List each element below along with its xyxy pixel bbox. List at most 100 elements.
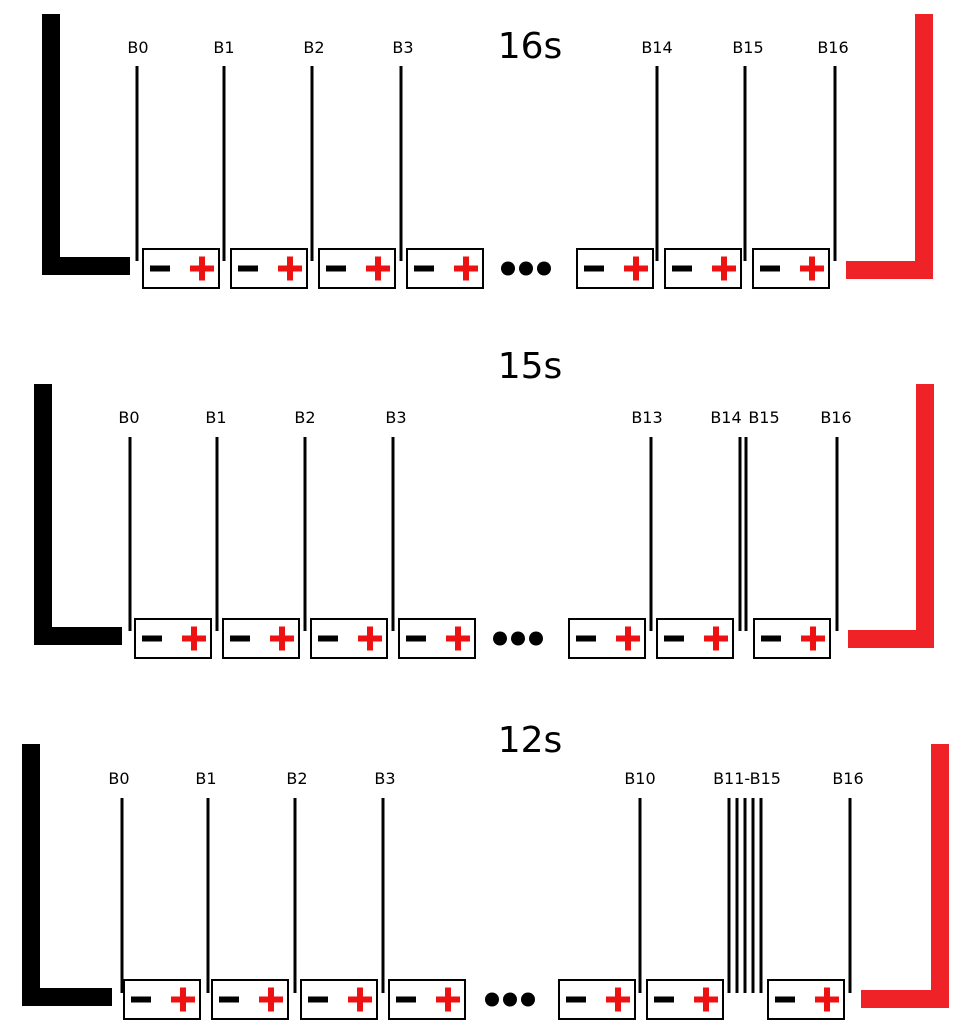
minus-icon bbox=[396, 996, 416, 1003]
plus-icon bbox=[180, 987, 186, 1012]
tap-label: B16 bbox=[817, 38, 848, 57]
tap-label: B0 bbox=[127, 38, 148, 57]
tap-label: B3 bbox=[392, 38, 413, 57]
tap-label: B0 bbox=[118, 408, 139, 427]
battery-cell bbox=[752, 248, 830, 289]
tap-label: B3 bbox=[374, 769, 395, 788]
ellipsis-dot bbox=[503, 992, 517, 1007]
tap-label: B14 bbox=[641, 38, 672, 57]
battery-cell bbox=[300, 979, 378, 1020]
minus-icon bbox=[672, 265, 692, 272]
diagram-12s: 12s B0 B1 B2 B3 B10 B11-B15 B16 bbox=[22, 720, 949, 1020]
minus-icon bbox=[326, 265, 346, 272]
positive-lead bbox=[861, 744, 949, 1008]
minus-icon bbox=[761, 635, 781, 642]
tap-label: B15 bbox=[732, 38, 763, 57]
plus-icon bbox=[721, 256, 727, 281]
minus-icon bbox=[308, 996, 328, 1003]
battery-cell bbox=[767, 979, 845, 1020]
tap-label: B10 bbox=[624, 769, 655, 788]
tap-label: B11-B15 bbox=[713, 769, 781, 788]
minus-icon bbox=[566, 996, 586, 1003]
minus-icon bbox=[131, 996, 151, 1003]
ellipsis-icon bbox=[493, 631, 543, 646]
minus-icon bbox=[775, 996, 795, 1003]
tap-label: B3 bbox=[385, 408, 406, 427]
diagram-title: 15s bbox=[498, 346, 563, 387]
minus-icon bbox=[142, 635, 162, 642]
battery-cell bbox=[664, 248, 742, 289]
tap-label: B1 bbox=[213, 38, 234, 57]
battery-cell bbox=[568, 618, 646, 659]
plus-icon bbox=[824, 987, 830, 1012]
battery-cell bbox=[211, 979, 289, 1020]
minus-icon bbox=[584, 265, 604, 272]
ellipsis-dot bbox=[519, 261, 533, 276]
battery-cell bbox=[318, 248, 396, 289]
plus-icon bbox=[357, 987, 363, 1012]
ellipsis-dot bbox=[529, 631, 543, 646]
minus-icon bbox=[664, 635, 684, 642]
ellipsis-dot bbox=[501, 261, 515, 276]
battery-cell bbox=[656, 618, 734, 659]
negative-lead bbox=[22, 744, 112, 1006]
tap-label: B16 bbox=[820, 408, 851, 427]
tap-label: B14 bbox=[710, 408, 741, 427]
battery-cell bbox=[753, 618, 831, 659]
plus-icon bbox=[268, 987, 274, 1012]
plus-icon bbox=[287, 256, 293, 281]
battery-cell bbox=[310, 618, 388, 659]
plus-icon bbox=[633, 256, 639, 281]
minus-icon bbox=[414, 265, 434, 272]
ellipsis-icon bbox=[501, 261, 551, 276]
battery-cell bbox=[398, 618, 476, 659]
ellipsis-dot bbox=[511, 631, 525, 646]
minus-icon bbox=[150, 265, 170, 272]
minus-icon bbox=[238, 265, 258, 272]
negative-lead bbox=[42, 14, 130, 275]
minus-icon bbox=[219, 996, 239, 1003]
plus-icon bbox=[703, 987, 709, 1012]
minus-icon bbox=[318, 635, 338, 642]
battery-cell bbox=[406, 248, 484, 289]
minus-icon bbox=[576, 635, 596, 642]
ellipsis-dot bbox=[485, 992, 499, 1007]
plus-icon bbox=[625, 626, 631, 651]
diagram-title: 12s bbox=[498, 720, 563, 761]
ellipsis-icon bbox=[485, 992, 535, 1007]
plus-icon bbox=[199, 256, 205, 281]
tap-label: B13 bbox=[631, 408, 662, 427]
ellipsis-dot bbox=[493, 631, 507, 646]
plus-icon bbox=[810, 626, 816, 651]
tap-label: B1 bbox=[205, 408, 226, 427]
plus-icon bbox=[713, 626, 719, 651]
ellipsis-dot bbox=[521, 992, 535, 1007]
plus-icon bbox=[367, 626, 373, 651]
tap-label: B16 bbox=[832, 769, 863, 788]
tap-label: B2 bbox=[294, 408, 315, 427]
plus-icon bbox=[191, 626, 197, 651]
plus-icon bbox=[445, 987, 451, 1012]
minus-icon bbox=[230, 635, 250, 642]
diagram-title: 16s bbox=[498, 26, 563, 67]
battery-cell bbox=[646, 979, 724, 1020]
ellipsis-dot bbox=[537, 261, 551, 276]
battery-cell bbox=[558, 979, 636, 1020]
battery-cell bbox=[142, 248, 220, 289]
minus-icon bbox=[654, 996, 674, 1003]
diagram-15s: 15s B0 B1 B2 B3 B13 B14 B15 B16 bbox=[34, 346, 934, 659]
plus-icon bbox=[615, 987, 621, 1012]
battery-cell bbox=[123, 979, 201, 1020]
plus-icon bbox=[279, 626, 285, 651]
battery-cell bbox=[230, 248, 308, 289]
tap-label: B2 bbox=[286, 769, 307, 788]
tap-label: B15 bbox=[748, 408, 779, 427]
diagram-16s: 16s B0 B1 B2 B3 B14 B15 B16 bbox=[42, 14, 933, 289]
tap-label: B1 bbox=[195, 769, 216, 788]
battery-cell bbox=[222, 618, 300, 659]
positive-lead bbox=[846, 14, 933, 279]
plus-icon bbox=[463, 256, 469, 281]
plus-icon bbox=[809, 256, 815, 281]
battery-cell bbox=[576, 248, 654, 289]
